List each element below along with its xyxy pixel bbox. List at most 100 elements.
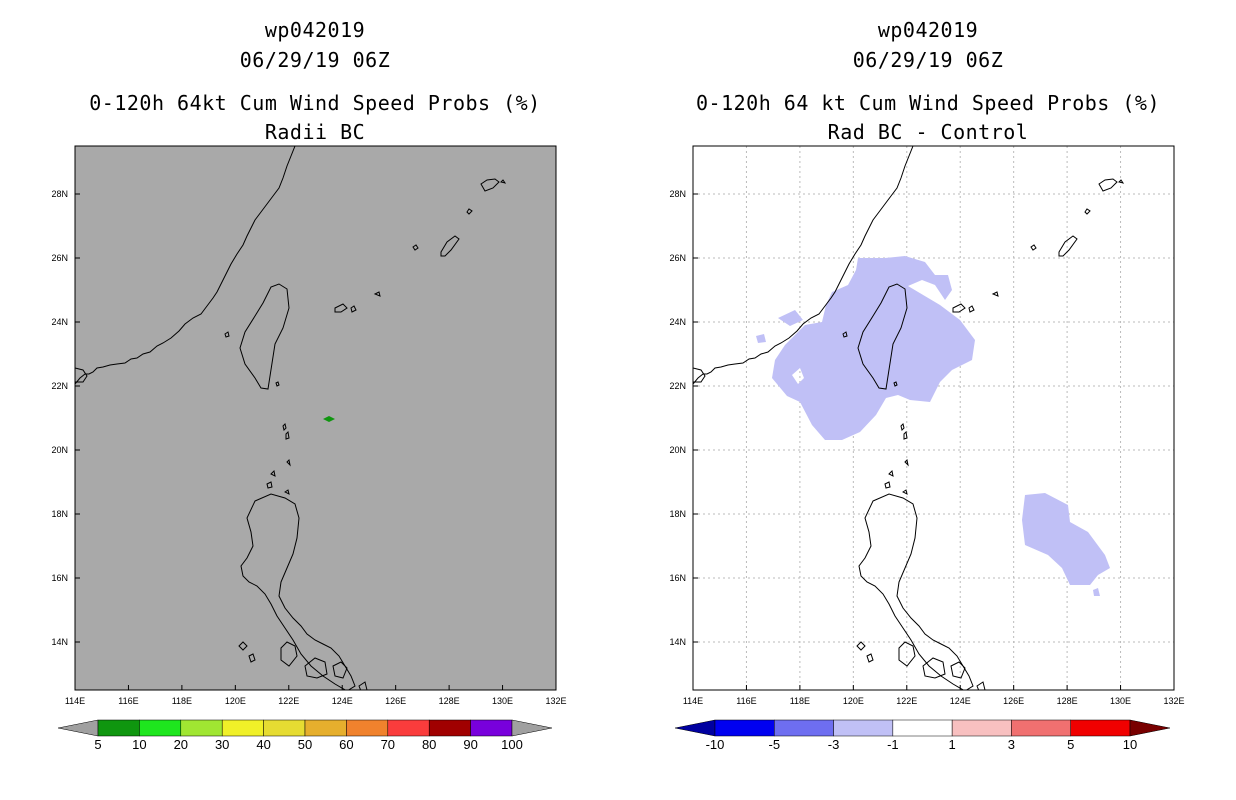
left-storm-id: wp042019 (264, 18, 366, 42)
left-title: 0-120h 64kt Cum Wind Speed Probs (%) (89, 91, 541, 115)
colorbar-low-arrow (57, 719, 99, 737)
lon-tick-label: 126E (385, 696, 406, 706)
lat-tick-label: 26N (669, 253, 686, 263)
colorbar-segment (346, 719, 389, 737)
left-axis-ticks: 114E 116E 118E 120E 122E 124E 126E 128E 130E 132E… (51, 189, 566, 706)
colorbar-segment (714, 719, 775, 737)
colorbar-segment (1070, 719, 1131, 737)
colorbar-label: -5 (769, 737, 781, 752)
colorbar-label: 5 (94, 737, 101, 752)
colorbar-segment (221, 719, 264, 737)
lat-tick-label: 16N (669, 573, 686, 583)
lon-tick-label: 132E (545, 696, 566, 706)
lat-tick-label: 16N (51, 573, 68, 583)
lon-tick-label: 126E (1003, 696, 1024, 706)
lat-tick-label: 20N (51, 445, 68, 455)
right-storm-id: wp042019 (877, 18, 979, 42)
left-map-frame (74, 145, 557, 691)
lat-tick-label: 14N (669, 637, 686, 647)
left-prob-area-green (323, 416, 335, 422)
colorbar-label: 60 (339, 737, 353, 752)
colorbar-segment (470, 719, 513, 737)
colorbar-label: 3 (1008, 737, 1015, 752)
colorbar-segment (951, 719, 1012, 737)
right-title: 0-120h 64 kt Cum Wind Speed Probs (%) (695, 91, 1161, 115)
lat-tick-label: 28N (669, 189, 686, 199)
colorbar-segment (892, 719, 953, 737)
lon-tick-label: 120E (225, 696, 246, 706)
lat-tick-label: 20N (669, 445, 686, 455)
lon-tick-label: 124E (950, 696, 971, 706)
lat-tick-label: 28N (51, 189, 68, 199)
colorbar-segment (387, 719, 430, 737)
diff-area-small-3 (1093, 588, 1100, 596)
colorbar-segment (139, 719, 182, 737)
lon-tick-label: 114E (683, 696, 703, 706)
lon-tick-label: 130E (1110, 696, 1131, 706)
colorbar-label: 30 (215, 737, 229, 752)
right-datetime: 06/29/19 06Z (852, 48, 1004, 72)
lat-tick-label: 22N (51, 381, 68, 391)
lon-tick-label: 116E (736, 696, 756, 706)
colorbar-label: -1 (887, 737, 899, 752)
lat-tick-label: 14N (51, 637, 68, 647)
diff-area-taiwan (772, 256, 975, 440)
lon-tick-label: 116E (118, 696, 138, 706)
colorbar-label: -3 (828, 737, 840, 752)
lon-tick-label: 118E (790, 696, 810, 706)
diff-area-small-1 (778, 310, 803, 326)
colorbar-label: 10 (132, 737, 146, 752)
lat-tick-label: 18N (669, 509, 686, 519)
lon-tick-label: 124E (332, 696, 353, 706)
right-axis-ticks: 114E 116E 118E 120E 122E 124E 126E 128E 130E 132E… (669, 189, 1184, 706)
lat-tick-label: 24N (669, 317, 686, 327)
colorbar-segment (304, 719, 347, 737)
colorbar-label: 90 (463, 737, 477, 752)
colorbar-low-arrow (674, 719, 716, 737)
lon-tick-label: 122E (896, 696, 917, 706)
lon-tick-label: 120E (843, 696, 864, 706)
right-map-frame (692, 145, 1175, 691)
lon-tick-label: 128E (1057, 696, 1078, 706)
colorbar-high-arrow (1129, 719, 1171, 737)
right-map-panel: 114E 116E 118E 120E 122E 124E 126E 128E 130E 132E… (669, 145, 1185, 752)
left-datetime: 06/29/19 06Z (239, 48, 391, 72)
lon-tick-label: 130E (492, 696, 513, 706)
diff-area-east (1022, 493, 1110, 585)
lat-tick-label: 26N (51, 253, 68, 263)
lon-tick-label: 118E (172, 696, 192, 706)
colorbar-high-arrow (511, 719, 553, 737)
lon-tick-label: 128E (439, 696, 460, 706)
diff-area-small-2 (756, 334, 766, 343)
lon-tick-label: 114E (65, 696, 85, 706)
colorbar-segment (1011, 719, 1071, 737)
right-diff-areas (756, 256, 1110, 596)
right-map-background (693, 146, 1174, 690)
right-colorbar: -10 -5 -3 -1 1 3 5 10 (674, 719, 1171, 752)
colorbar-segment (774, 719, 834, 737)
lon-tick-label: 122E (278, 696, 299, 706)
colorbar-label: 20 (174, 737, 188, 752)
colorbar-segment (97, 719, 140, 737)
colorbar-segment (263, 719, 306, 737)
colorbar-label: 100 (501, 737, 523, 752)
colorbar-label: -10 (706, 737, 725, 752)
colorbar-label: 50 (298, 737, 312, 752)
colorbar-segment (428, 719, 471, 737)
colorbar-label: 1 (949, 737, 956, 752)
lat-tick-label: 18N (51, 509, 68, 519)
colorbar-segment (180, 719, 223, 737)
lat-tick-label: 24N (51, 317, 68, 327)
colorbar-label: 70 (381, 737, 395, 752)
left-map-panel: 114E 116E 118E 120E 122E 124E 126E 128E 130E 132E… (51, 145, 567, 752)
colorbar-label: 40 (256, 737, 270, 752)
colorbar-label: 80 (422, 737, 436, 752)
colorbar-label: 10 (1123, 737, 1137, 752)
lon-tick-label: 132E (1163, 696, 1184, 706)
right-subtitle: Rad BC - Control (827, 120, 1029, 144)
colorbar-label: 5 (1067, 737, 1074, 752)
left-subtitle: Radii BC (264, 120, 366, 144)
left-colorbar: 5 10 20 30 40 50 60 70 80 90 100 (57, 719, 553, 752)
colorbar-segment (833, 719, 894, 737)
